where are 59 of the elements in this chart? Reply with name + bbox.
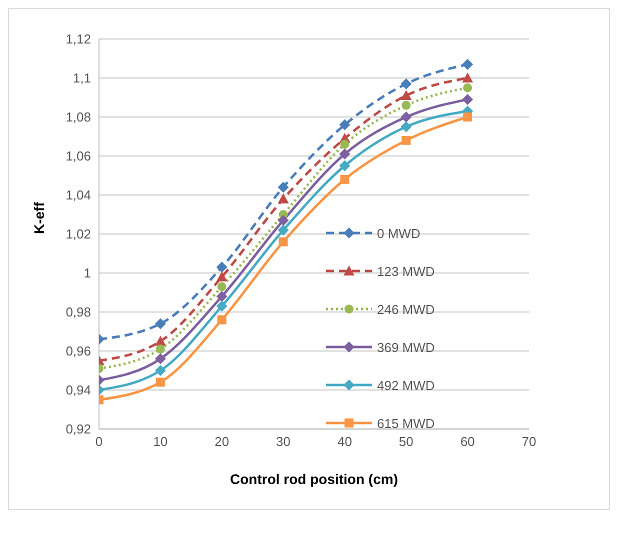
y-axis-title: K-eff [30,202,47,234]
y-tick-label: 1,04 [66,188,91,203]
point [278,237,288,246]
point [400,121,412,132]
legend-label: 615 MWD [377,416,435,430]
y-tick-label: 1,06 [66,148,91,164]
point [462,94,474,105]
point [278,214,289,226]
point [339,148,350,160]
point [339,119,350,130]
point [216,271,228,282]
point [217,315,226,324]
point [402,136,411,145]
y-tick-label: 1,1 [72,70,91,86]
point [339,160,350,172]
x-tick-label: 70 [522,434,536,450]
point [154,318,166,330]
x-tick-label: 30 [276,434,291,450]
point [216,300,228,312]
x-tick-label: 40 [337,434,352,450]
point [400,112,412,122]
point [340,140,350,149]
x-tick-label: 20 [214,434,230,450]
point [278,182,289,193]
legend-label: 369 MWD [377,340,435,354]
point [462,58,474,70]
point [278,224,289,236]
y-tick-label: 0,96 [66,344,91,359]
y-tick-label: 1,12 [66,32,91,47]
y-tick-label: 0,94 [66,382,91,398]
y-tick-label: 0,98 [66,304,91,320]
point [340,174,350,184]
point [154,365,166,376]
point [463,83,472,92]
point [278,193,289,204]
point [216,262,228,273]
y-tick-label: 1,08 [66,110,91,125]
point [400,90,412,100]
point [217,282,226,292]
x-axis-title: Control rod position (cm) [230,471,398,487]
x-tick-label: 60 [460,434,475,450]
point [156,344,165,354]
legend-label: 0 MWD [377,226,420,240]
legend-label: 123 MWD [377,264,435,278]
point [462,72,474,82]
y-tick-label: 1,02 [66,226,91,242]
x-tick-label: 50 [398,434,414,450]
point [463,112,472,122]
legend-label: 246 MWD [377,302,435,316]
y-tick-label: 0,92 [66,422,91,437]
point [216,290,228,302]
y-tick-label: 1 [84,266,91,281]
x-tick-label: 10 [153,434,168,450]
point [400,78,412,90]
point [402,100,411,110]
x-tick-label: 0 [95,434,103,450]
point [156,378,165,387]
legend-label: 492 MWD [377,378,435,392]
point [154,353,166,364]
